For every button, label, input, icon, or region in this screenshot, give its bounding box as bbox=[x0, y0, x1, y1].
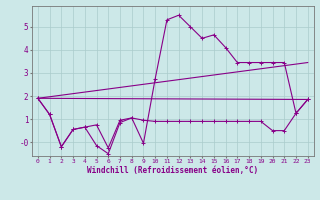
X-axis label: Windchill (Refroidissement éolien,°C): Windchill (Refroidissement éolien,°C) bbox=[87, 166, 258, 175]
